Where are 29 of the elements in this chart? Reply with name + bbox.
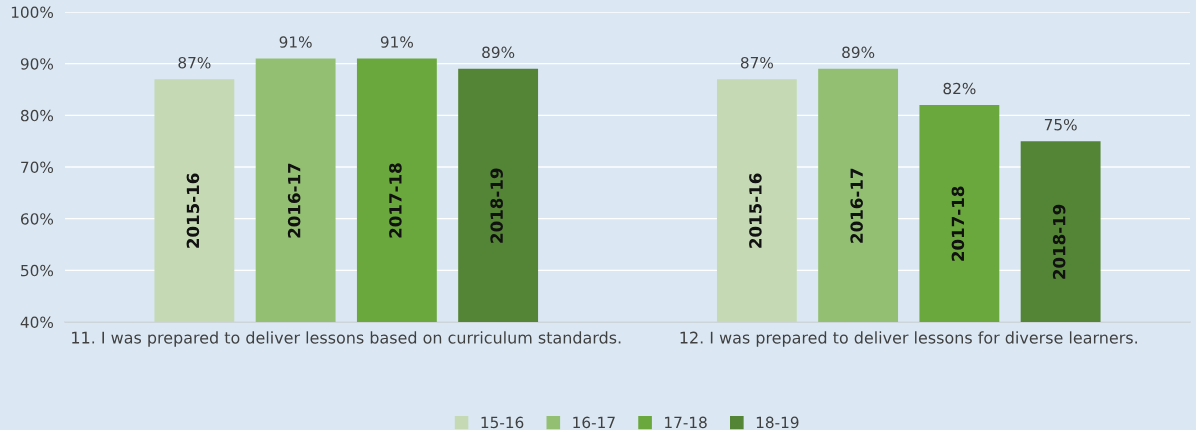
data-label: 87%	[178, 56, 211, 69]
data-label: 91%	[279, 36, 312, 48]
data-label: 91%	[380, 36, 414, 48]
data-label: 89%	[842, 46, 875, 59]
annotation: 2015-16	[749, 173, 762, 248]
legend-label: 17-18	[665, 416, 707, 429]
annotation: 2018-19	[1052, 204, 1066, 279]
annotation: 2016-17	[850, 168, 863, 243]
annotation: 2017-18	[389, 163, 402, 238]
data-label: 87%	[740, 56, 774, 69]
annotation: 2018-19	[490, 168, 503, 243]
annotation: 2015-16	[186, 173, 200, 248]
legend-label: 16-17	[573, 416, 615, 429]
annotation: 2016-17	[287, 163, 301, 238]
y-tick-label: 40%	[20, 316, 54, 329]
y-tick-label: 50%	[21, 264, 54, 277]
y-tick-label: 80%	[20, 109, 54, 122]
x-tick-label: 11. I was prepared to deliver lessons based on curriculum standards.	[72, 331, 621, 347]
legend-label: 18-19	[756, 416, 799, 429]
data-label: 89%	[482, 46, 515, 59]
annotation: 2017-18	[951, 186, 965, 261]
y-tick-label: 70%	[21, 161, 54, 174]
data-label: 75%	[1044, 118, 1077, 131]
x-tick-label: 12. I was prepared to deliver lessons for diverse learners.	[680, 331, 1137, 347]
data-label: 82%	[943, 82, 976, 95]
y-tick-label: 90%	[20, 58, 54, 70]
legend-label: 15-16	[481, 416, 524, 429]
y-tick-label: 100%	[11, 6, 54, 19]
y-tick-label: 60%	[21, 213, 54, 225]
